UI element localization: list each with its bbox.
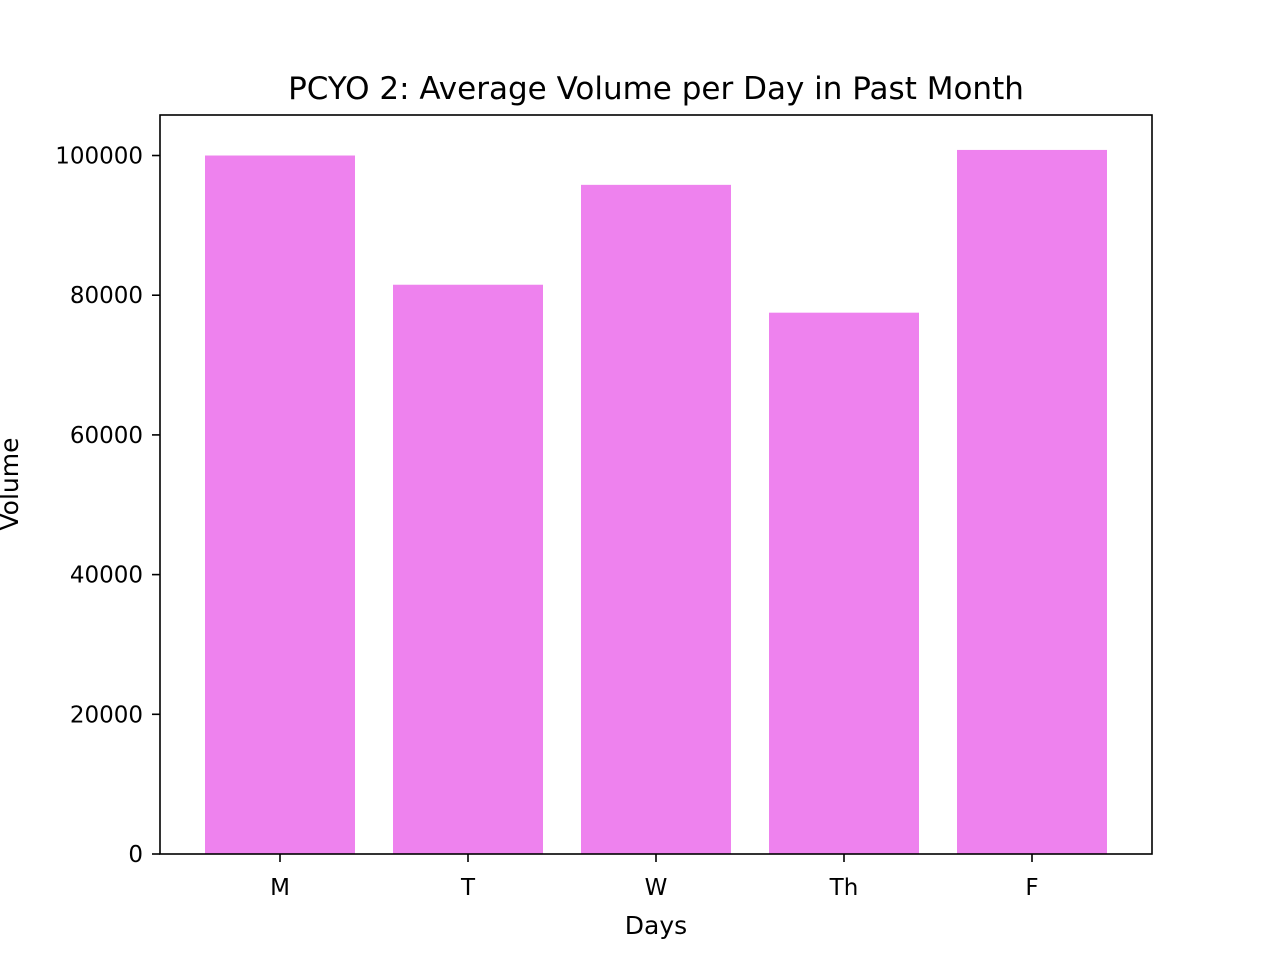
y-tick-label: 40000 [70,563,143,589]
x-tick-label: M [270,875,290,901]
bar-th [769,312,919,855]
chart-title: PCYO 2: Average Volume per Day in Past M… [288,71,1024,107]
x-tick-label: T [460,875,476,901]
y-tick-label: 100000 [55,144,143,170]
bar-m [205,155,355,855]
y-axis-ticks: 0 20000 40000 60000 80000 100000 [55,144,160,868]
y-tick-label: 60000 [70,423,143,449]
x-axis-label: Days [625,911,687,940]
y-tick-label: 20000 [70,702,143,728]
y-axis-label: Volume [0,438,24,531]
x-axis-ticks: M T W Th F [270,854,1039,901]
plot-frame [159,114,1153,855]
y-tick-label: 0 [128,842,143,868]
x-tick-label: W [645,875,668,901]
bar-w [581,184,731,855]
bars-layer [205,149,1107,855]
bar-f [957,149,1107,855]
x-tick-label: Th [829,875,859,901]
y-tick-label: 80000 [70,283,143,309]
x-tick-label: F [1025,875,1038,901]
bar-t [393,284,543,854]
